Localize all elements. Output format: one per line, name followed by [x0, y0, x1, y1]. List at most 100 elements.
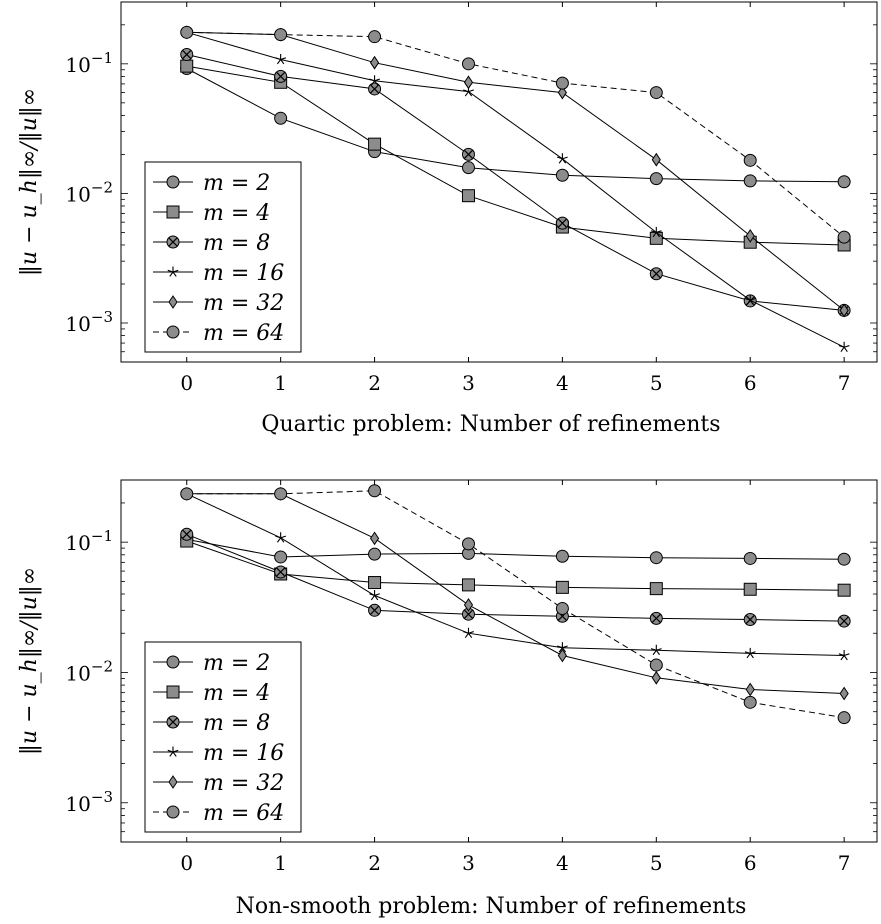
- x-tick-label: 4: [556, 371, 569, 395]
- data-point: [743, 695, 757, 709]
- data-point: [743, 551, 757, 565]
- data-point: [838, 649, 850, 661]
- y-tick-label: 10−1: [65, 527, 113, 555]
- legend-label: m = 2: [203, 171, 270, 196]
- data-point: [745, 682, 755, 697]
- legend-label: m = 4: [203, 681, 270, 706]
- data-point: [837, 583, 851, 597]
- data-point: [461, 578, 475, 592]
- data-point: [555, 580, 569, 594]
- data-point: [368, 30, 382, 44]
- data-point: [368, 137, 382, 151]
- series-line: [186, 31, 845, 311]
- legend: m = 2 m = 4 m = 8 m = 16 m = 32 m = 64: [144, 161, 302, 353]
- data-point: [180, 48, 194, 62]
- data-point: [649, 582, 663, 596]
- plot-frame: [120, 1, 878, 363]
- x-tick-label: 1: [274, 371, 287, 395]
- legend-label: m = 4: [203, 201, 270, 226]
- data-point: [651, 670, 661, 685]
- data-point: [837, 711, 851, 725]
- legend-marker: [166, 205, 180, 219]
- legend-label: m = 2: [203, 651, 270, 676]
- data-point: [368, 603, 382, 617]
- quartic-chart-panel: 0 1 2 3 4 5 6 7 10−1 10−2 10−3 Quartic problem: Num…: [17, 1, 878, 437]
- legend-label: m = 32: [203, 771, 284, 796]
- data-point: [557, 85, 567, 100]
- legend-box: [144, 161, 302, 353]
- data-point: [743, 174, 757, 188]
- legend-box: [144, 641, 302, 833]
- data-point: [463, 75, 474, 90]
- data-point: [461, 161, 475, 175]
- data-point: [368, 576, 382, 590]
- y-axis-label: ‖u − u_h‖∞/‖u‖∞: [17, 567, 42, 755]
- data-point: [368, 547, 382, 561]
- data-point: [369, 589, 380, 601]
- data-point: [180, 25, 194, 39]
- x-axis-label: Quartic problem: Number of refinements: [261, 412, 720, 437]
- x-tick-label: 3: [462, 851, 475, 875]
- y-tick-label: 10−1: [65, 49, 113, 77]
- data-point: [461, 537, 475, 551]
- x-tick-label: 5: [650, 851, 663, 875]
- data-point: [744, 647, 756, 659]
- data-point: [274, 565, 288, 579]
- legend-marker: [168, 295, 178, 309]
- data-point: [837, 230, 851, 244]
- legend-marker: [166, 325, 180, 339]
- x-tick-label: 0: [180, 851, 193, 875]
- data-point: [837, 552, 851, 566]
- data-point: [650, 644, 662, 656]
- legend-label: m = 8: [203, 711, 270, 736]
- legend-marker: [166, 805, 180, 819]
- data-point: [369, 55, 380, 70]
- x-tick-label: 0: [180, 371, 193, 395]
- series-line: [186, 31, 845, 348]
- legend-marker: [166, 685, 180, 699]
- series-line: [186, 540, 845, 591]
- data-point: [837, 614, 851, 628]
- data-point: [649, 267, 663, 281]
- y-tick-label: 10−2: [65, 657, 113, 685]
- x-tick-label: 4: [556, 851, 569, 875]
- data-point: [368, 82, 382, 96]
- data-point: [274, 487, 288, 501]
- x-tick-label: 7: [838, 371, 851, 395]
- y-axis-label: ‖u − u_h‖∞/‖u‖∞: [17, 88, 42, 276]
- data-point: [649, 86, 663, 100]
- data-point: [837, 175, 851, 189]
- data-point: [555, 168, 569, 182]
- data-point: [650, 226, 662, 238]
- data-point: [838, 341, 850, 353]
- data-point: [180, 59, 194, 73]
- x-tick-label: 6: [744, 851, 757, 875]
- data-point: [649, 551, 663, 565]
- data-point: [556, 153, 568, 164]
- data-point: [743, 612, 757, 626]
- data-point: [275, 53, 287, 65]
- data-point: [461, 147, 475, 161]
- series-line: [186, 533, 845, 622]
- plot-frame: [120, 479, 878, 843]
- data-point: [463, 627, 474, 639]
- data-point: [463, 598, 474, 612]
- data-point: [649, 172, 663, 186]
- y-tick-label: 10−2: [65, 178, 113, 206]
- legend-label: m = 16: [203, 261, 284, 286]
- series-line: [186, 493, 845, 656]
- data-point: [745, 228, 755, 243]
- data-point: [556, 642, 568, 653]
- legend: m = 2 m = 4 m = 8 m = 16 m = 32 m = 64: [144, 641, 302, 833]
- data-point: [839, 303, 849, 318]
- y-tick-label: 10−3: [65, 308, 113, 336]
- data-point: [180, 487, 194, 501]
- data-point: [839, 686, 849, 701]
- x-axis-label: Non-smooth problem: Number of refinement…: [236, 894, 747, 919]
- legend-marker: [166, 175, 180, 189]
- legend-marker: [167, 746, 179, 757]
- series-line: [186, 54, 845, 311]
- y-tick-label: 10−3: [65, 788, 113, 816]
- legend-marker: [167, 266, 179, 277]
